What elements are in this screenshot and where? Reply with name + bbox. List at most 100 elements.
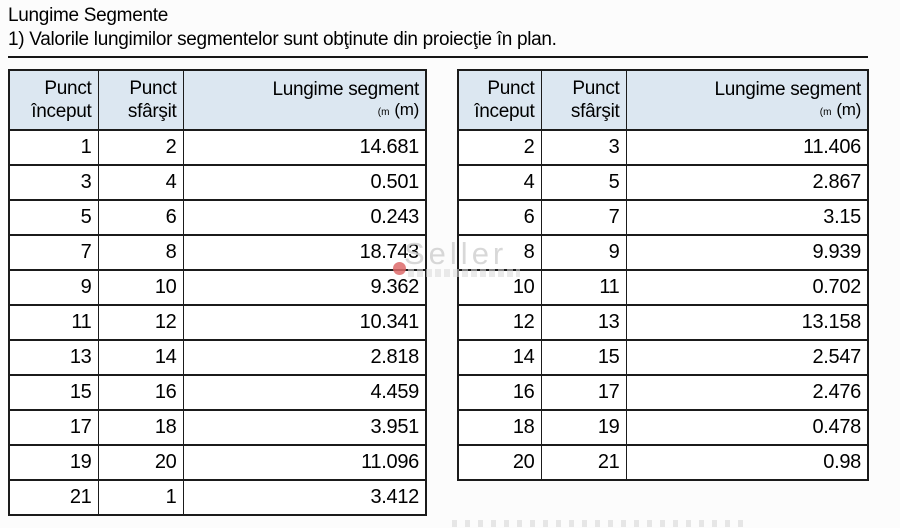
- end-cell: 7: [540, 199, 627, 236]
- length-cell: 4.459: [182, 374, 427, 411]
- col-header-lungime-segment: Lungime segment (m (m): [625, 69, 869, 131]
- end-cell: 16: [97, 374, 184, 411]
- header-line: Lungime segment: [714, 79, 861, 100]
- start-cell: 14: [457, 339, 542, 376]
- end-cell: 12: [97, 304, 184, 341]
- start-cell: 10: [457, 269, 542, 306]
- start-cell: 3: [8, 164, 99, 201]
- table-row: 4 5 2.867: [457, 164, 869, 201]
- end-cell: 20: [97, 444, 184, 481]
- header-line: Punct: [572, 78, 620, 99]
- start-cell: 8: [457, 234, 542, 271]
- end-cell: 4: [97, 164, 184, 201]
- right-table-body: 2 3 11.406 4 5 2.867 6 7 3.15 8 9 9.939 10 11 0.702 12 1…: [457, 129, 869, 481]
- table-row: 18 19 0.478: [457, 409, 869, 446]
- table-row: 3 4 0.501: [8, 164, 427, 201]
- right-table-header: Punct început Punct sfârşit Lungime segm…: [457, 69, 869, 131]
- length-cell: 0.702: [625, 269, 869, 306]
- page-title: Lungime Segmente: [8, 5, 168, 26]
- length-cell: 2.867: [625, 164, 869, 201]
- end-cell: 18: [97, 409, 184, 446]
- header-row: Punct început Punct sfârşit Lungime segm…: [8, 69, 427, 131]
- table-row: 6 7 3.15: [457, 199, 869, 236]
- col-header-punct-sfarsit: Punct sfârşit: [97, 69, 184, 131]
- note-line: 1) Valorile lungimilor segmentelor sunt …: [8, 29, 868, 58]
- left-table-body: 1 2 14.681 3 4 0.501 5 6 0.243 7 8 18.743 9 10 9.362 11…: [8, 129, 427, 516]
- length-cell: 9.362: [182, 269, 427, 306]
- table-row: 21 1 3.412: [8, 479, 427, 516]
- end-cell: 13: [540, 304, 627, 341]
- length-cell: 3.951: [182, 409, 427, 446]
- start-cell: 21: [8, 479, 99, 516]
- length-cell: 2.476: [625, 374, 869, 411]
- end-cell: 14: [97, 339, 184, 376]
- unit-label: (m): [836, 100, 861, 119]
- length-cell: 3.412: [182, 479, 427, 516]
- col-header-punct-sfarsit: Punct sfârşit: [540, 69, 627, 131]
- end-cell: 11: [540, 269, 627, 306]
- length-cell: 0.243: [182, 199, 427, 236]
- start-cell: 5: [8, 199, 99, 236]
- header-line: sfârşit: [570, 101, 620, 122]
- header-line: Punct: [487, 78, 535, 99]
- length-cell: 0.98: [625, 444, 869, 481]
- header-line: Lungime segment: [272, 79, 419, 100]
- start-cell: 6: [457, 199, 542, 236]
- length-cell: 0.478: [625, 409, 869, 446]
- table-row: 19 20 11.096: [8, 444, 427, 481]
- length-cell: 14.681: [182, 129, 427, 166]
- length-cell: 11.096: [182, 444, 427, 481]
- table-row: 14 15 2.547: [457, 339, 869, 376]
- table-row: 17 18 3.951: [8, 409, 427, 446]
- start-cell: 7: [8, 234, 99, 271]
- table-row: 15 16 4.459: [8, 374, 427, 411]
- start-cell: 18: [457, 409, 542, 446]
- start-cell: 11: [8, 304, 99, 341]
- start-cell: 19: [8, 444, 99, 481]
- start-cell: 15: [8, 374, 99, 411]
- end-cell: 1: [97, 479, 184, 516]
- length-cell: 10.341: [182, 304, 427, 341]
- header-line: Punct: [44, 78, 92, 99]
- start-cell: 9: [8, 269, 99, 306]
- end-cell: 8: [97, 234, 184, 271]
- end-cell: 10: [97, 269, 184, 306]
- length-cell: 13.158: [625, 304, 869, 341]
- col-header-lungime-segment: Lungime segment (m (m): [182, 69, 427, 131]
- header-line: început: [474, 101, 535, 122]
- unit-small-glyph: (m: [819, 107, 832, 118]
- table-row: 5 6 0.243: [8, 199, 427, 236]
- end-cell: 5: [540, 164, 627, 201]
- end-cell: 17: [540, 374, 627, 411]
- header-line: sfârşit: [127, 101, 177, 122]
- unit-line: (m (m): [184, 101, 420, 122]
- length-cell: 2.818: [182, 339, 427, 376]
- table-row: 1 2 14.681: [8, 129, 427, 166]
- end-cell: 21: [540, 444, 627, 481]
- start-cell: 1: [8, 129, 99, 166]
- unit-line: (m (m): [627, 101, 862, 122]
- start-cell: 12: [457, 304, 542, 341]
- start-cell: 20: [457, 444, 542, 481]
- table-row: 10 11 0.702: [457, 269, 869, 306]
- length-cell: 0.501: [182, 164, 427, 201]
- unit-small-glyph: (m: [377, 107, 390, 118]
- table-row: 20 21 0.98: [457, 444, 869, 481]
- table-row: 7 8 18.743: [8, 234, 427, 271]
- end-cell: 3: [540, 129, 627, 166]
- header-line: început: [31, 101, 92, 122]
- header-line: Punct: [129, 78, 177, 99]
- table-row: 9 10 9.362: [8, 269, 427, 306]
- table-row: 13 14 2.818: [8, 339, 427, 376]
- start-cell: 13: [8, 339, 99, 376]
- end-cell: 19: [540, 409, 627, 446]
- end-cell: 2: [97, 129, 184, 166]
- length-cell: 2.547: [625, 339, 869, 376]
- end-cell: 15: [540, 339, 627, 376]
- table-row: 16 17 2.476: [457, 374, 869, 411]
- segment-table-left: Punct început Punct sfârşit Lungime segm…: [8, 69, 427, 516]
- segment-table-right: Punct început Punct sfârşit Lungime segm…: [457, 69, 869, 481]
- end-cell: 6: [97, 199, 184, 236]
- start-cell: 16: [457, 374, 542, 411]
- col-header-punct-inceput: Punct început: [457, 69, 542, 131]
